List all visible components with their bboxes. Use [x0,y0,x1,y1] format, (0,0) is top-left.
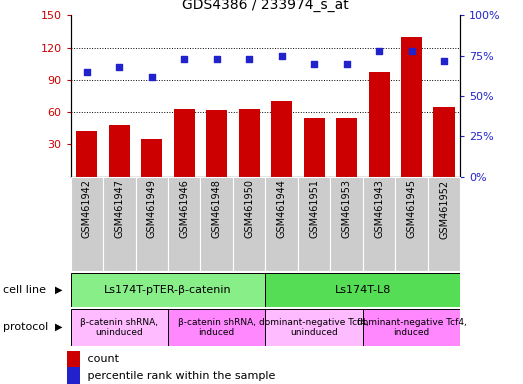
Bar [109,125,130,177]
Bar [331,177,363,271]
Text: β-catenin shRNA,
uninduced: β-catenin shRNA, uninduced [81,318,158,337]
Bar [206,110,228,177]
Text: Ls174T-pTER-β-catenin: Ls174T-pTER-β-catenin [104,285,232,295]
Bar [401,37,422,177]
Point [375,48,383,54]
Text: dominant-negative Tcf4,
induced: dominant-negative Tcf4, induced [357,318,467,337]
Bar [266,273,460,307]
Bar [303,118,325,177]
Point [115,64,123,70]
Bar [168,309,266,346]
Text: GSM461946: GSM461946 [179,179,189,238]
Point [407,48,416,54]
Point [278,53,286,59]
Text: GSM461944: GSM461944 [277,179,287,238]
Bar [271,101,292,177]
Text: GSM461943: GSM461943 [374,179,384,238]
Bar [103,177,135,271]
Text: GSM461952: GSM461952 [439,179,449,238]
Point [147,74,156,80]
Point [310,61,319,67]
Text: Ls174T-L8: Ls174T-L8 [335,285,391,295]
Bar [266,309,363,346]
Point [180,56,188,62]
Text: cell line: cell line [3,285,46,295]
Text: GSM461947: GSM461947 [115,179,124,238]
Text: count: count [84,354,119,364]
Text: GSM461949: GSM461949 [147,179,157,238]
Title: GDS4386 / 233974_s_at: GDS4386 / 233974_s_at [182,0,349,12]
Bar [141,139,162,177]
Bar [71,177,103,271]
Bar [71,273,266,307]
Text: GSM461953: GSM461953 [342,179,351,238]
Point [343,61,351,67]
Text: GSM461951: GSM461951 [309,179,319,238]
Text: GSM461945: GSM461945 [406,179,416,238]
Text: GSM461948: GSM461948 [212,179,222,238]
Bar [434,107,454,177]
Text: ▶: ▶ [55,322,62,332]
Text: protocol: protocol [3,322,48,332]
Text: percentile rank within the sample: percentile rank within the sample [84,371,275,381]
Point [440,58,448,64]
Bar [76,131,97,177]
Bar [395,177,428,271]
Bar [266,177,298,271]
Bar [233,177,266,271]
Text: β-catenin shRNA,
induced: β-catenin shRNA, induced [178,318,256,337]
Text: GSM461950: GSM461950 [244,179,254,238]
Text: GSM461942: GSM461942 [82,179,92,238]
Point [245,56,253,62]
Text: dominant-negative Tcf4,
uninduced: dominant-negative Tcf4, uninduced [259,318,369,337]
Point [212,56,221,62]
Bar [363,309,460,346]
Point [83,69,91,75]
Bar [71,309,168,346]
Bar [238,109,260,177]
Bar [428,177,460,271]
Bar [200,177,233,271]
Bar [174,109,195,177]
Bar [168,177,200,271]
Bar [135,177,168,271]
Bar [369,72,390,177]
Bar [363,177,395,271]
Bar [298,177,331,271]
Bar [336,118,357,177]
Text: ▶: ▶ [55,285,62,295]
